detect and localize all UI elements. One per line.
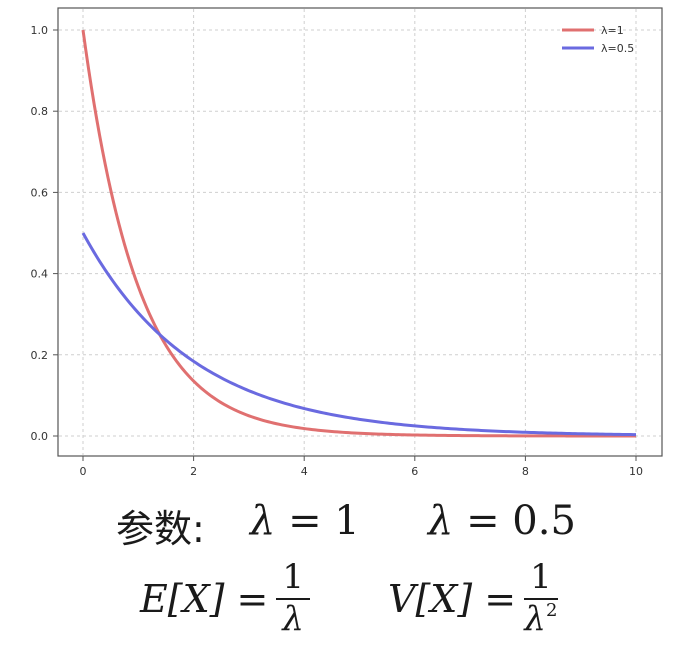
expectation-formula: E[X] = 1 λ (140, 559, 311, 639)
param-lambda-1: λ = 1 (250, 498, 360, 544)
param2-symbol: λ (428, 498, 454, 544)
variance-lhs: V[X] = (388, 576, 517, 621)
series-line-2 (81, 232, 637, 437)
expectation-denominator: λ (282, 598, 304, 639)
params-label: 参数: (116, 507, 205, 551)
x-tick-label: 6 (411, 465, 418, 478)
param-lambda-2: λ = 0.5 (428, 498, 576, 544)
param1-value: = 1 (288, 498, 360, 544)
series-lines (81, 29, 637, 438)
x-tick-label: 8 (522, 465, 529, 478)
exponential-pdf-chart: 0.0 0.2 0.4 0.6 0.8 1.0 0 2 4 6 8 10 λ=1 λ=0.5 (31, 7, 663, 478)
x-tick-label: 10 (629, 465, 643, 478)
y-tick-label: 0.0 (31, 430, 49, 443)
x-axis-ticks: 0 2 4 6 8 10 (80, 456, 643, 478)
param2-value: = 0.5 (466, 498, 576, 544)
legend-label-1: λ=1 (601, 24, 624, 37)
grid-lines (59, 9, 661, 455)
parameter-line: 参数: λ = 1 λ = 0.5 (0, 490, 682, 560)
legend-label-2: λ=0.5 (601, 42, 634, 55)
plot-area (57, 7, 663, 457)
legend: λ=1 λ=0.5 (562, 24, 634, 55)
moments-line: E[X] = 1 λ V[X] = 1 λ2 (0, 559, 682, 660)
y-tick-label: 0.2 (31, 349, 49, 362)
param1-symbol: λ (250, 498, 276, 544)
y-tick-label: 0.6 (31, 186, 49, 199)
x-tick-label: 0 (80, 465, 87, 478)
expectation-fraction: 1 λ (276, 559, 311, 639)
variance-formula: V[X] = 1 λ2 (388, 559, 558, 639)
x-tick-label: 4 (301, 465, 308, 478)
y-tick-label: 0.4 (31, 268, 49, 281)
variance-exponent: 2 (545, 599, 558, 621)
expectation-numerator: 1 (276, 559, 311, 600)
y-axis-ticks: 0.0 0.2 0.4 0.6 0.8 1.0 (31, 24, 58, 443)
variance-denominator: λ2 (524, 598, 558, 639)
series-line-1 (81, 29, 636, 438)
y-tick-label: 1.0 (31, 24, 49, 37)
variance-fraction: 1 λ2 (524, 559, 558, 639)
y-tick-label: 0.8 (31, 105, 49, 118)
variance-numerator: 1 (524, 559, 558, 600)
x-tick-label: 2 (190, 465, 197, 478)
expectation-lhs: E[X] = (140, 576, 269, 621)
